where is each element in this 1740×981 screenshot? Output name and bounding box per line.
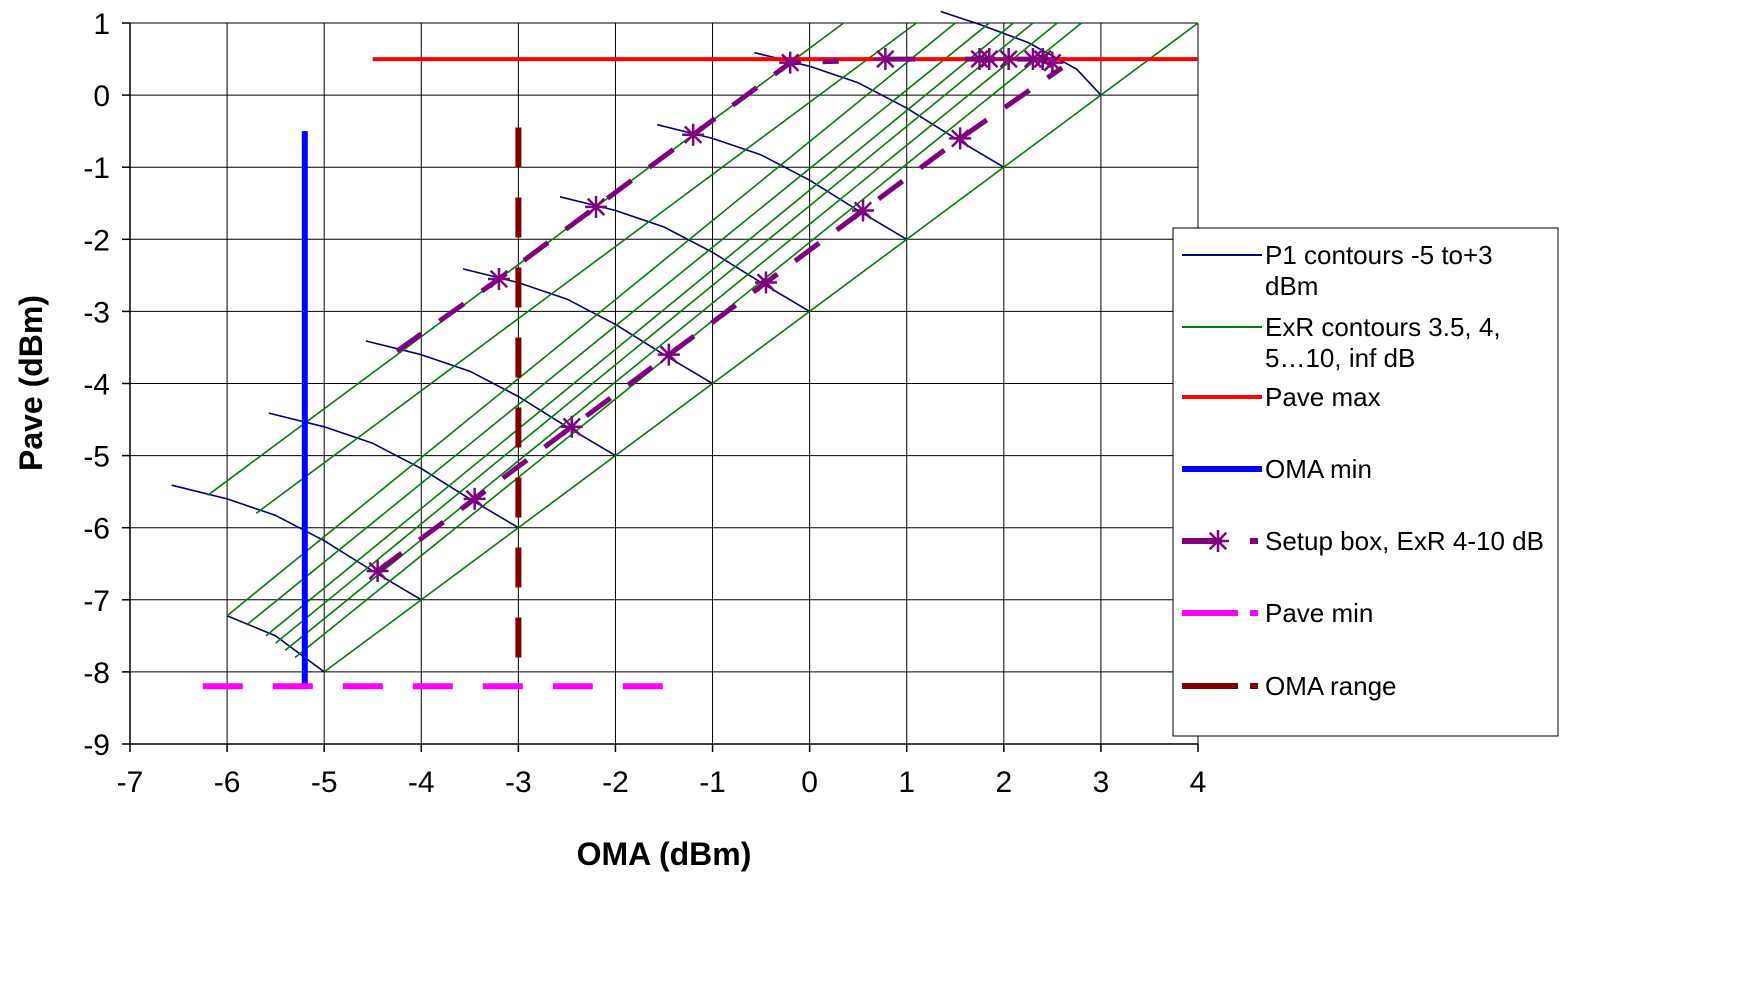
x-tick-label: -5 — [311, 766, 338, 799]
y-tick-label: -3 — [83, 296, 110, 329]
y-tick-label: -7 — [83, 585, 110, 618]
series-setup-marker — [1041, 51, 1064, 74]
series-setup-marker — [949, 127, 972, 150]
series-setup-marker — [754, 271, 777, 294]
legend-label: Pave max — [1265, 382, 1381, 412]
series-exr-line — [284, 22, 1058, 651]
grid — [129, 22, 1199, 745]
axes — [122, 22, 1199, 752]
series-setup-marker — [978, 48, 1001, 71]
legend-item-oma_min: OMA min — [1182, 454, 1372, 484]
legend-box — [1172, 227, 1559, 737]
x-tick-label: 2 — [995, 766, 1012, 799]
tick-labels: -7 -6 -5 -4 -3 -2 -1 0 1 2 3 4 1 0 -1 -2 -3 -4 -5 -6 -7 -8 -9 — [83, 8, 1206, 799]
series-setup-marker — [852, 199, 875, 222]
legend-label: Setup box, ExR 4-10 dB — [1265, 526, 1544, 556]
series-p1-line — [226, 614, 325, 673]
legend-item-pave_min: Pave min — [1182, 598, 1373, 628]
legend-item-exr: ExR contours 3.5, 4,5…10, inf dB — [1182, 312, 1501, 373]
x-tick-label: 3 — [1093, 766, 1110, 799]
x-tick-label: -2 — [602, 766, 629, 799]
legend-label: ExR contours 3.5, 4, — [1265, 312, 1501, 342]
series-p1-line — [940, 10, 1102, 96]
legend-label: 5…10, inf dB — [1265, 343, 1415, 373]
legend-label: P1 contours -5 to+3 — [1265, 240, 1493, 270]
y-tick-label: -4 — [83, 369, 110, 402]
x-tick-label: -3 — [505, 766, 532, 799]
x-tick-label: -7 — [117, 766, 144, 799]
series-setup — [366, 48, 1064, 582]
series-setup-line — [376, 65, 1064, 574]
legend-label: Pave min — [1265, 598, 1373, 628]
series-setup-marker — [874, 48, 897, 71]
legend-label: dBm — [1265, 271, 1318, 301]
legend-item-setup: Setup box, ExR 4-10 dB — [1182, 526, 1544, 556]
y-tick-label: -2 — [83, 224, 110, 257]
y-tick-label: -8 — [83, 657, 110, 690]
legend-marker — [1207, 530, 1229, 552]
series-exr — [207, 22, 1199, 673]
y-axis-title: Pave (dBm) — [13, 295, 49, 471]
series-exr-line — [323, 22, 1199, 673]
y-tick-label: -1 — [83, 152, 110, 185]
y-tick-label: -5 — [83, 441, 110, 474]
legend-label: OMA range — [1265, 671, 1397, 701]
x-tick-label: 0 — [801, 766, 818, 799]
series-setup-marker — [463, 487, 486, 510]
series-setup-marker — [1031, 48, 1054, 71]
y-tick-label: -9 — [83, 729, 110, 762]
series-layer — [171, 10, 1199, 690]
y-tick-label: -6 — [83, 513, 110, 546]
legend-item-pave_max: Pave max — [1182, 382, 1381, 412]
series-setup-marker — [682, 123, 705, 146]
x-tick-label: -1 — [699, 766, 726, 799]
x-tick-label: 4 — [1190, 766, 1207, 799]
series-exr-line — [255, 22, 917, 514]
legend-label: OMA min — [1265, 454, 1372, 484]
series-setup-marker — [366, 559, 389, 582]
y-tick-label: 0 — [93, 80, 110, 113]
series-setup-marker — [657, 343, 680, 366]
series-setup-marker — [585, 195, 608, 218]
series-setup-marker — [560, 415, 583, 438]
x-tick-label: 1 — [898, 766, 915, 799]
series-setup-marker — [997, 48, 1020, 71]
series-exr-line — [265, 22, 1015, 637]
x-tick-label: -6 — [214, 766, 241, 799]
x-tick-label: -4 — [408, 766, 435, 799]
series-exr-line — [275, 22, 1034, 644]
x-axis-title: OMA (dBm) — [577, 836, 752, 872]
series-setup-marker — [779, 51, 802, 74]
legend-item-oma_range: OMA range — [1182, 671, 1397, 701]
series-exr-line — [245, 22, 990, 626]
series-exr-line — [226, 22, 956, 617]
y-tick-label: 1 — [93, 8, 110, 41]
series-setup-marker — [487, 267, 510, 290]
